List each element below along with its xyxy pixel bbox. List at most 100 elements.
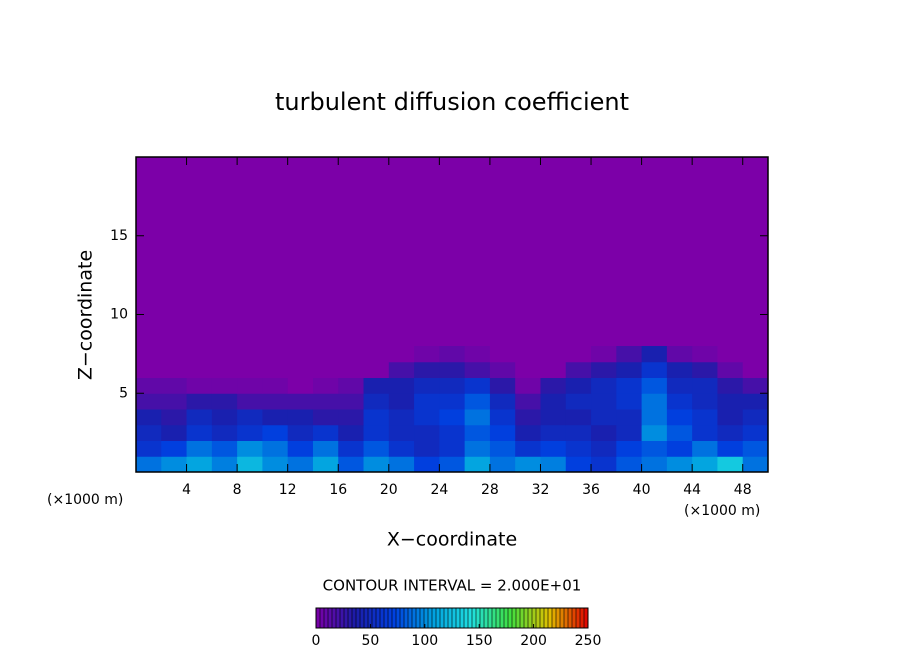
heat-cell	[338, 346, 365, 363]
chart-title: turbulent diffusion coefficient	[275, 88, 629, 116]
heat-cell	[489, 440, 516, 457]
heat-cell	[666, 346, 693, 363]
heat-cell	[287, 424, 314, 441]
heat-cell	[692, 409, 718, 426]
heat-cell	[692, 456, 718, 473]
heat-cell	[161, 393, 188, 410]
heat-cell	[262, 424, 289, 441]
colorbar-segment	[568, 608, 573, 628]
heat-cell	[237, 361, 263, 378]
heat-cell	[161, 361, 188, 378]
heat-cell	[692, 361, 718, 378]
x-tick-label: 12	[279, 482, 297, 498]
colorbar-segment	[376, 608, 381, 628]
colorbar-segment	[512, 608, 517, 628]
heat-cell	[388, 456, 415, 473]
heat-cell	[287, 361, 314, 378]
colorbar-segment	[496, 608, 501, 628]
heat-cell	[186, 409, 213, 426]
colorbar-segment	[504, 608, 509, 628]
heat-cell	[641, 393, 668, 410]
heat-cell	[414, 440, 440, 457]
colorbar-segment	[480, 608, 485, 628]
colorbar-segment	[412, 608, 417, 628]
colorbar-segment	[408, 608, 413, 628]
heat-cell	[237, 393, 263, 410]
colorbar-segment	[428, 608, 433, 628]
x-tick-label: 4	[182, 482, 191, 498]
heat-cell	[136, 346, 162, 363]
x-tick-label: 48	[734, 482, 752, 498]
colorbar-segment	[368, 608, 373, 628]
heat-cell	[262, 361, 289, 378]
colorbar-segment	[528, 608, 533, 628]
x-tick-label: 44	[683, 482, 701, 498]
heat-cell	[515, 361, 541, 378]
heat-cell	[338, 409, 365, 426]
colorbar-segment	[404, 608, 409, 628]
heat-cell	[136, 361, 162, 378]
heat-cell	[338, 393, 365, 410]
heat-cell	[540, 377, 567, 394]
heat-cell	[666, 377, 693, 394]
colorbar-segment	[508, 608, 513, 628]
colorbar-segment	[316, 608, 321, 628]
heat-cell	[641, 440, 668, 457]
colorbar-segment	[548, 608, 553, 628]
heat-cell	[591, 456, 617, 473]
y-tick-label: 5	[119, 385, 128, 401]
heat-cell	[287, 377, 314, 394]
colorbar-segment	[520, 608, 525, 628]
colorbar-segment	[492, 608, 497, 628]
heat-cell	[338, 361, 365, 378]
x-tick-label: 40	[633, 482, 651, 498]
heat-cell	[186, 361, 213, 378]
heat-cell	[211, 424, 238, 441]
heat-cell	[565, 393, 592, 410]
heat-cell	[641, 456, 668, 473]
heat-cell	[237, 456, 263, 473]
heat-cell	[211, 377, 238, 394]
colorbar-segment	[384, 608, 389, 628]
heat-cell	[237, 424, 263, 441]
y-tick-label: 10	[110, 307, 128, 323]
colorbar-segment	[448, 608, 453, 628]
colorbar-tick-label: 100	[411, 633, 438, 649]
colorbar-segment	[328, 608, 333, 628]
heat-cell	[515, 424, 541, 441]
heat-cell	[312, 361, 339, 378]
heat-cell	[641, 409, 668, 426]
colorbar-segment	[380, 608, 385, 628]
heat-cell	[211, 440, 238, 457]
heat-cell	[464, 346, 491, 363]
heat-cell	[565, 361, 592, 378]
heat-cell	[136, 393, 162, 410]
colorbar-segment	[400, 608, 405, 628]
y-tick-label: 15	[110, 228, 128, 244]
heat-cell	[237, 409, 263, 426]
heat-cell	[338, 456, 365, 473]
heat-cell	[717, 393, 744, 410]
heat-cell	[439, 424, 466, 441]
heat-cell	[439, 456, 466, 473]
heat-cell	[287, 393, 314, 410]
heat-cell	[237, 440, 263, 457]
colorbar-segment	[516, 608, 521, 628]
heat-cell	[186, 393, 213, 410]
heat-cell	[363, 393, 390, 410]
heat-cell	[136, 377, 162, 394]
colorbar-tick-label: 0	[312, 633, 321, 649]
heat-cell	[742, 409, 769, 426]
heat-cell	[742, 440, 769, 457]
heat-cell	[717, 409, 744, 426]
heat-cell	[262, 456, 289, 473]
heat-cell	[742, 361, 769, 378]
heat-cell	[388, 409, 415, 426]
heat-cell	[388, 361, 415, 378]
heat-cell	[262, 440, 289, 457]
colorbar-segment	[472, 608, 477, 628]
colorbar-segment	[500, 608, 505, 628]
heat-cell	[515, 409, 541, 426]
heat-cell	[742, 424, 769, 441]
heat-cell	[742, 346, 769, 363]
